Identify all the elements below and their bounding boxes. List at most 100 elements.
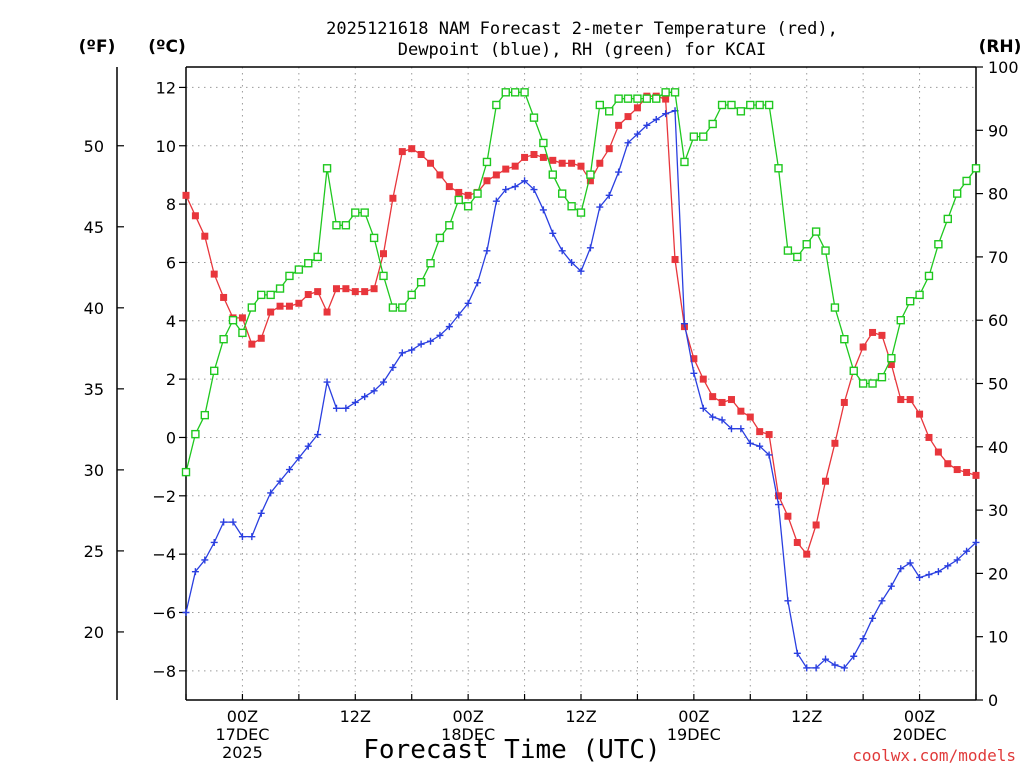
temperature-point [953,466,961,474]
rh-point [877,372,887,382]
temperature-point [633,104,641,112]
dewpoint-point [727,425,735,433]
dewpoint-point [633,130,641,138]
dewpoint-point [586,244,594,252]
dewpoint-point [455,311,463,319]
temperature-point [370,285,378,293]
temperature-point [784,512,792,520]
rh-point [896,316,905,325]
rh-point [285,271,294,281]
dewpoint-point [605,191,613,199]
temperature-point [615,121,623,129]
temperature-point [342,285,350,293]
rh-tick-label: 20 [988,564,1008,583]
rh-point [228,316,238,325]
dewpoint-point [662,110,670,118]
dewpoint-point [859,635,867,643]
rh-tick-label: 0 [988,691,998,710]
rh-point [332,221,341,230]
rh-tick-label: 80 [988,185,1008,204]
temperature-point [737,407,745,415]
celsius-tick-label: −6 [152,603,176,622]
rh-point [341,221,351,230]
rh-point [830,303,840,312]
rh-point [407,290,416,300]
rh-point [905,297,915,306]
dewpoint-point [304,442,312,450]
temperature-point [699,375,707,383]
rh-tick-label: 10 [988,628,1008,647]
rh-point [764,100,774,110]
temperature-point [944,460,952,468]
dewpoint-point [737,425,745,433]
dewpoint-point [916,573,924,581]
rh-point [727,100,736,110]
temperature-point [916,410,924,418]
x-tick-label: 00Z [452,707,483,726]
x-tick-label: 17DEC [215,725,269,744]
rh-point [501,88,510,97]
dewpoint-point [530,186,538,194]
x-tick-label: 00Z [227,707,258,726]
dewpoint-point [934,568,942,576]
dewpoint-point [483,247,491,255]
rh-point [633,94,642,103]
rh-tick-label: 60 [988,311,1008,330]
dewpoint-point [699,404,707,412]
x-tick-label: 20DEC [893,725,947,744]
temperature-point [436,171,444,179]
temperature-point [314,288,322,296]
celsius-tick-label: 12 [156,78,176,97]
dewpoint-point [295,454,303,462]
temperature-point [831,439,839,447]
temperature-point [690,355,698,363]
celsius-tick-label: 4 [166,312,176,331]
rh-point [388,303,398,312]
dewpoint-point [342,404,350,412]
rh-point [934,240,943,249]
dewpoint-point [953,556,961,564]
temperature-point [963,468,971,476]
rh-point [755,100,764,110]
temperature-point [718,398,726,406]
rh-point [840,334,849,344]
temperature-point [295,299,303,307]
rh-point [482,157,492,167]
temperature-point [727,396,735,404]
rh-point [586,170,595,179]
rh-tick-label: 100 [988,58,1019,77]
x-tick-label: 19DEC [667,725,721,744]
rh-point [304,259,313,268]
temperature-point [878,331,886,339]
series-dewpoint [182,107,980,672]
celsius-tick-label: −2 [152,487,176,506]
rh-point [426,259,435,268]
temperature-point [662,95,670,103]
temperature-point [756,428,764,436]
dewpoint-point [906,559,914,567]
rh-point [473,189,482,198]
temperature-point [869,328,877,336]
dewpoint-point [229,518,237,526]
dewpoint-point [220,518,228,526]
temperature-point [201,232,209,240]
temperature-point [304,291,312,299]
temperature-point [191,212,199,220]
dewpoint-point [812,664,820,672]
axes: −8−6−4−202468101220253035404550010203040… [84,58,1019,762]
temperature-point [408,145,416,153]
temperature-point [746,413,754,421]
rh-point [595,100,605,110]
rh-point [924,271,934,281]
dewpoint-point [765,451,773,459]
temperature-point [906,396,914,404]
x-tick-label: 00Z [678,707,709,726]
rh-point [652,94,661,103]
temperature-point [925,433,933,441]
chart-title-line-2: Dewpoint (blue), RH (green) for KCAI [398,40,766,60]
temperature-point [248,340,256,348]
dewpoint-point [850,652,858,660]
x-tick-label: 2025 [222,743,263,762]
rh-point [943,214,952,224]
rh-point [266,290,275,300]
